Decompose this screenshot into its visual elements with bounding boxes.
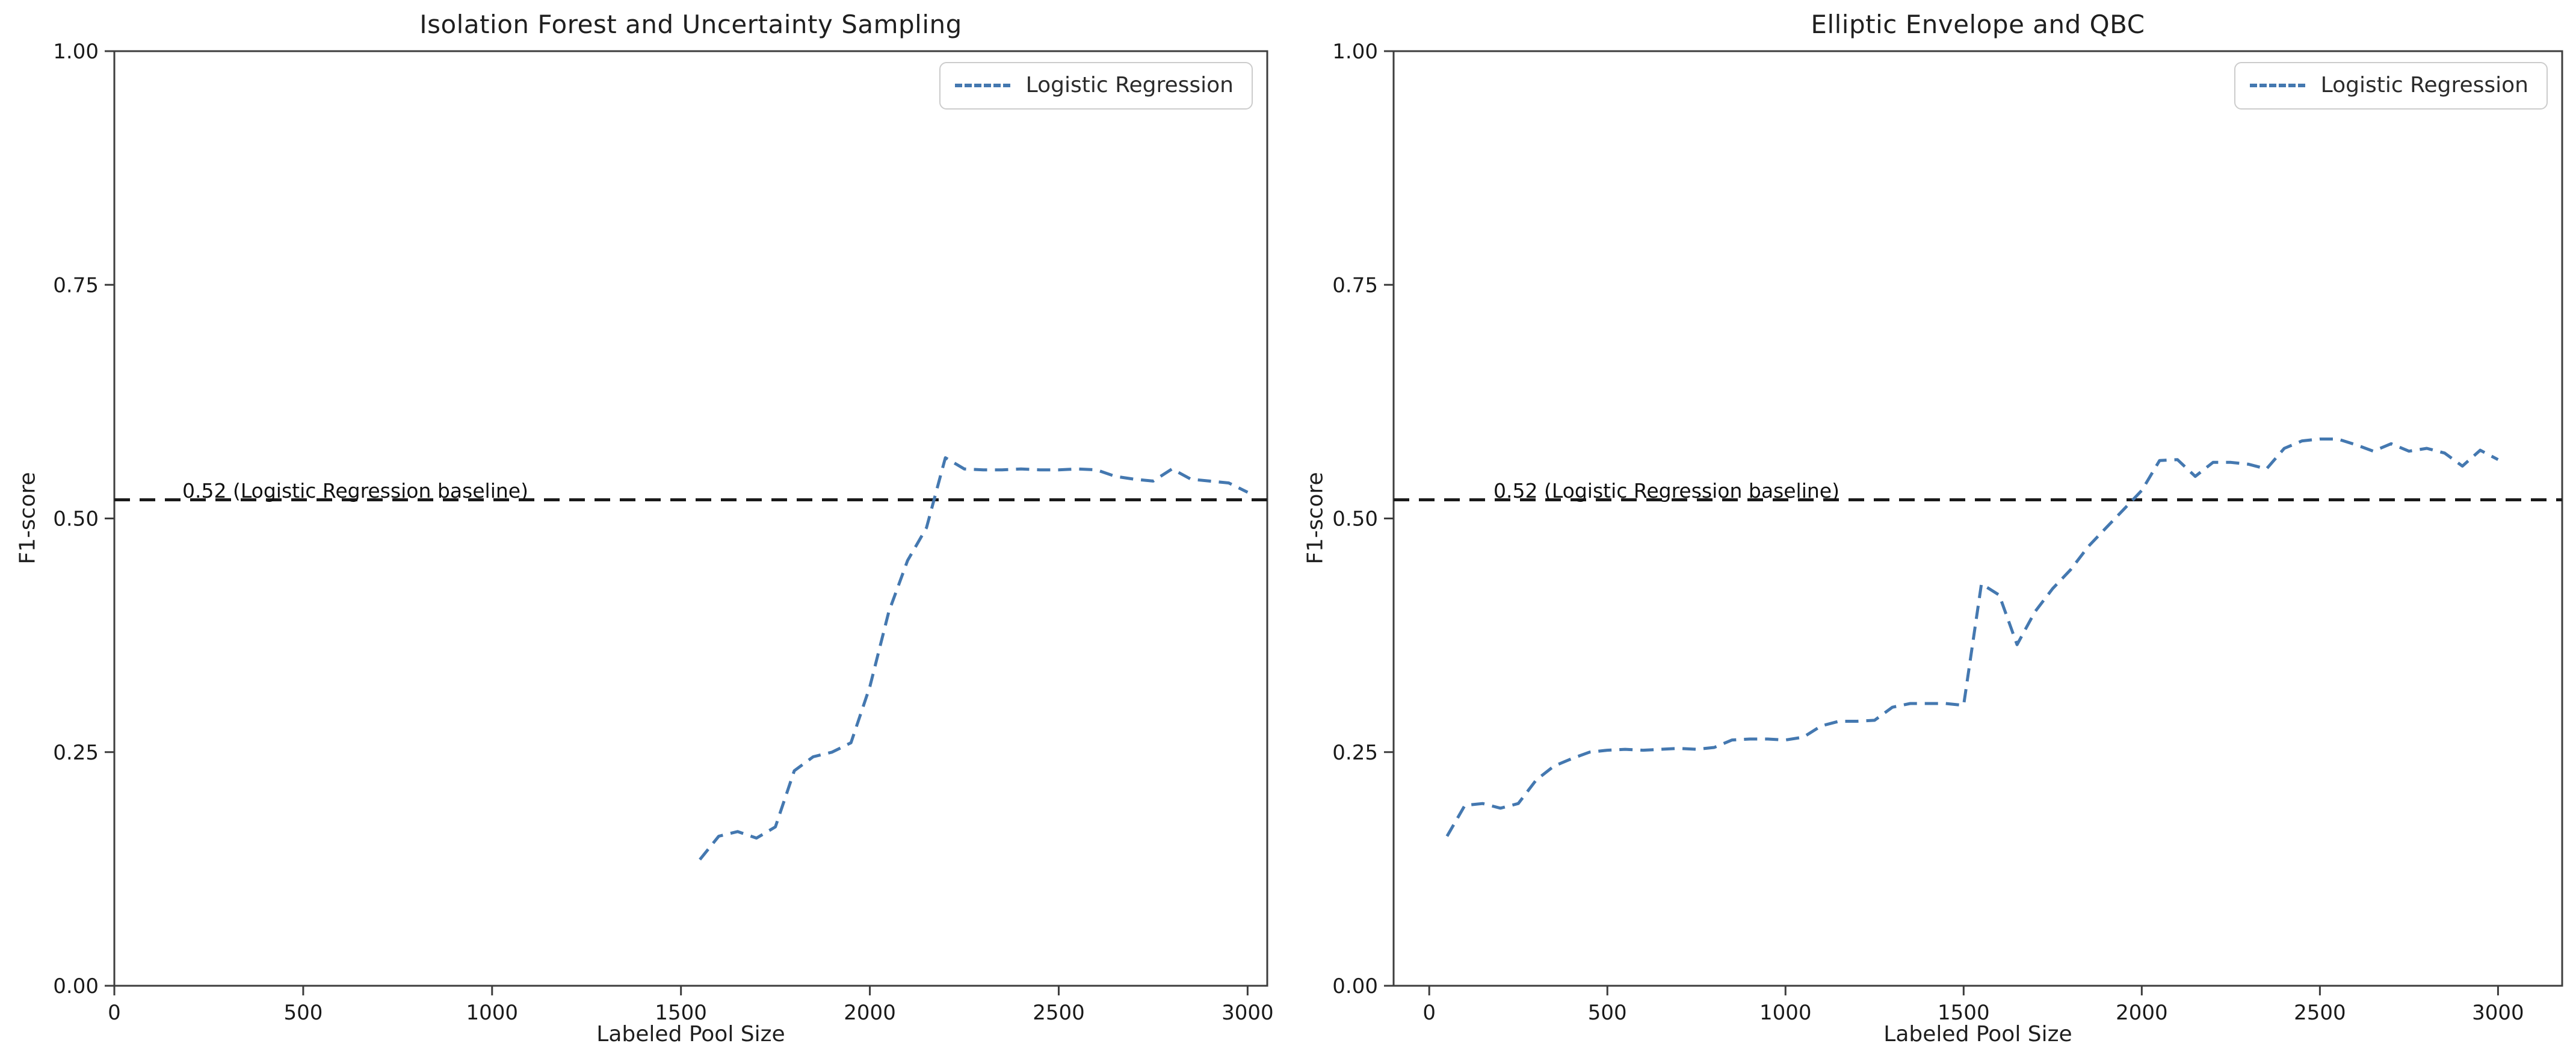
plot-canvas-left: 0 500 1000 1500 2000 2500 3000 0.00 0.25 0.50 0.75… [53, 40, 1274, 1025]
y-tick-label: 0.25 [1332, 741, 1378, 765]
y-tick-label: 1.00 [1332, 40, 1378, 64]
x-tick-label: 1000 [466, 1001, 519, 1025]
x-tick-label: 1000 [1759, 1001, 1812, 1025]
legend-label: Logistic Regression [2320, 73, 2528, 97]
legend-right: Logistic Regression [2234, 62, 2548, 110]
dashed-line-icon [954, 83, 1010, 87]
x-tick-label: 2000 [2116, 1001, 2168, 1025]
x-tick-label: 1500 [655, 1001, 707, 1025]
chart-title-left: Isolation Forest and Uncertainty Samplin… [419, 10, 962, 39]
axes-spines [1392, 50, 2563, 987]
series-line-logistic-regression [699, 456, 1249, 861]
x-tick-label: 2500 [2294, 1001, 2346, 1025]
y-tick-label: 0.00 [1332, 974, 1378, 998]
y-tick-label: 0.50 [1332, 507, 1378, 531]
baseline-annotation-right: 0.52 (Logistic Regression baseline) [1493, 479, 1839, 503]
y-tick-label: 0.00 [53, 974, 99, 998]
y-tick-label: 0.75 [1332, 273, 1378, 297]
x-tick-label: 500 [283, 1001, 323, 1025]
y-axis-label-right: F1-score [1303, 472, 1328, 564]
plot-canvas-right: 0 500 1000 1500 2000 2500 3000 0.00 0.25 0.50 0.75… [1332, 40, 2563, 1025]
y-tick-label: 0.25 [53, 741, 99, 765]
x-tick-label: 0 [108, 1001, 121, 1025]
y-tick-label: 0.75 [53, 273, 99, 297]
x-axis-label-right: Labeled Pool Size [1883, 1022, 2072, 1047]
y-tick-label: 0.50 [53, 507, 99, 531]
legend-label: Logistic Regression [1025, 73, 1234, 97]
x-tick-label: 2500 [1033, 1001, 1085, 1025]
x-tick-label: 3000 [2472, 1001, 2524, 1025]
x-tick-label: 3000 [1222, 1001, 1274, 1025]
x-tick-label: 500 [1588, 1001, 1627, 1025]
legend-left: Logistic Regression [939, 62, 1253, 110]
x-tick-label: 2000 [844, 1001, 896, 1025]
baseline-annotation-left: 0.52 (Logistic Regression baseline) [182, 479, 528, 503]
x-tick-label: 1500 [1938, 1001, 1990, 1025]
x-tick-label: 0 [1422, 1001, 1436, 1025]
axes-spines [113, 50, 1268, 987]
y-axis-label-left: F1-score [15, 472, 40, 564]
series-line-logistic-regression [1445, 438, 2499, 837]
dashed-line-icon [2249, 83, 2305, 87]
x-axis-label-left: Labeled Pool Size [596, 1022, 785, 1047]
y-tick-label: 1.00 [53, 40, 99, 64]
chart-title-right: Elliptic Envelope and QBC [1811, 10, 2145, 39]
